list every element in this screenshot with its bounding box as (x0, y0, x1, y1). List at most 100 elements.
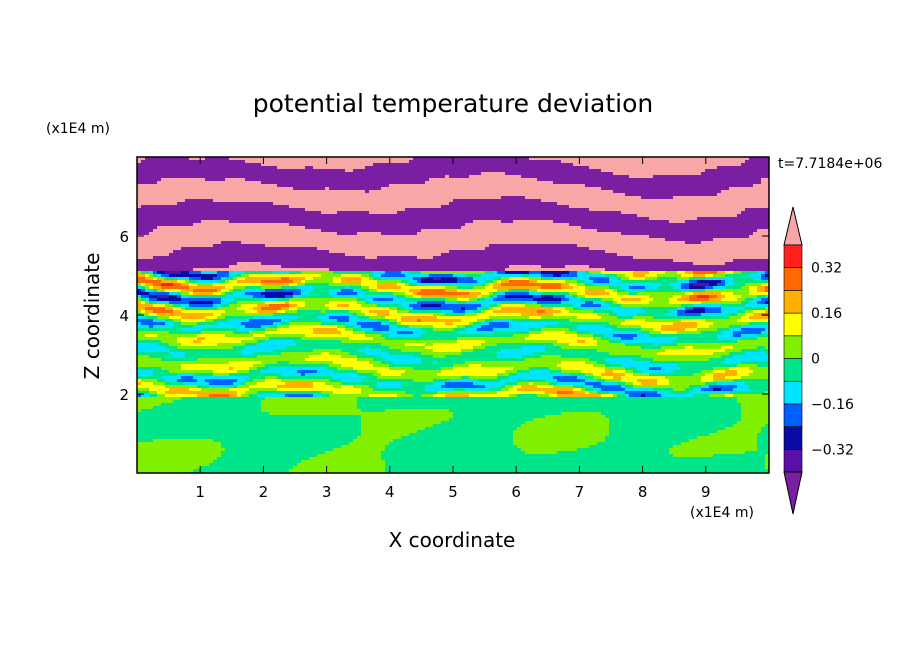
heatmap-cell (405, 205, 410, 209)
heatmap-cell (485, 211, 490, 215)
heatmap-cell (701, 214, 706, 218)
heatmap-cell (521, 241, 526, 245)
heatmap-cell (185, 217, 190, 221)
heatmap-cell (161, 241, 166, 245)
heatmap-cell (405, 250, 410, 254)
heatmap-cell (381, 157, 386, 161)
heatmap-cell (689, 217, 694, 221)
heatmap-cell (225, 166, 230, 170)
heatmap-cell (357, 178, 362, 182)
heatmap-cell (465, 178, 470, 182)
heatmap-cell (209, 211, 214, 215)
heatmap-cell (717, 229, 722, 233)
heatmap-cell (409, 172, 414, 176)
heatmap-cell (317, 184, 322, 188)
heatmap-cell (729, 208, 734, 212)
heatmap-cell (669, 184, 674, 188)
heatmap-cell (265, 187, 270, 191)
heatmap-cell (661, 241, 666, 245)
heatmap-cell (741, 232, 746, 236)
heatmap-cell (577, 193, 582, 197)
heatmap-cell (265, 205, 270, 209)
heatmap-cell (293, 163, 298, 167)
heatmap-cell (513, 202, 518, 206)
heatmap-cell (325, 166, 330, 170)
heatmap-cell (713, 220, 718, 224)
heatmap-cell (449, 181, 454, 185)
heatmap-cell (625, 199, 630, 203)
heatmap-cell (429, 193, 434, 197)
heatmap-cell (533, 229, 538, 233)
heatmap-cell (629, 223, 634, 227)
heatmap-cell (469, 199, 474, 203)
heatmap-cell (185, 196, 190, 200)
heatmap-cell (493, 172, 498, 176)
heatmap-cell (457, 196, 462, 200)
heatmap-cell (757, 205, 762, 209)
heatmap-cell (465, 247, 470, 251)
heatmap-cell (297, 181, 302, 185)
heatmap-cell (765, 196, 769, 200)
heatmap-cell (401, 181, 406, 185)
heatmap-cell (205, 184, 210, 188)
heatmap-cell (477, 244, 482, 248)
heatmap-cell (177, 202, 182, 206)
heatmap-cell (749, 214, 754, 218)
heatmap-cell (401, 232, 406, 236)
heatmap-cell (545, 241, 550, 245)
heatmap-cell (537, 223, 542, 227)
heatmap-cell (257, 157, 262, 161)
heatmap-cell (233, 229, 238, 233)
heatmap-cell (193, 175, 198, 179)
heatmap-cell (437, 157, 442, 161)
heatmap-cell (137, 193, 142, 197)
heatmap-cell (497, 238, 502, 242)
heatmap-cell (449, 184, 454, 188)
heatmap-cell (389, 184, 394, 188)
heatmap-cell (433, 172, 438, 176)
heatmap-cell (165, 226, 170, 230)
heatmap-cell (197, 226, 202, 230)
heatmap-cell (673, 235, 678, 239)
heatmap-cell (141, 232, 146, 236)
heatmap-cell (525, 205, 530, 209)
heatmap-cell (669, 160, 674, 164)
heatmap-cell (169, 160, 174, 164)
heatmap-cell (205, 223, 210, 227)
heatmap-cell (253, 250, 258, 254)
heatmap-cell (369, 205, 374, 209)
heatmap-cell (145, 178, 150, 182)
heatmap-cell (669, 172, 674, 176)
heatmap-cell (273, 247, 278, 251)
heatmap-cell (569, 247, 574, 251)
heatmap-cell (545, 166, 550, 170)
heatmap-cell (745, 214, 750, 218)
heatmap-cell (725, 199, 730, 203)
heatmap-cell (349, 184, 354, 188)
heatmap-cell (409, 235, 414, 239)
heatmap-cell (413, 193, 418, 197)
heatmap-cell (733, 238, 738, 242)
heatmap-cell (373, 238, 378, 242)
heatmap-cell (233, 169, 238, 173)
heatmap-cell (321, 184, 326, 188)
heatmap-cell (445, 196, 450, 200)
heatmap-cell (393, 217, 398, 221)
heatmap-cell (161, 163, 166, 167)
heatmap-cell (325, 202, 330, 206)
heatmap-cell (757, 178, 762, 182)
heatmap-cell (613, 187, 618, 191)
heatmap-cell (549, 181, 554, 185)
heatmap-cell (757, 211, 762, 215)
heatmap-cell (505, 199, 510, 203)
heatmap-cell (753, 175, 758, 179)
heatmap-cell (325, 190, 330, 194)
heatmap-cell (273, 178, 278, 182)
heatmap-cell (385, 169, 390, 173)
heatmap-cell (713, 172, 718, 176)
heatmap-cell (357, 187, 362, 191)
heatmap-cell (493, 241, 498, 245)
heatmap-cell (473, 238, 478, 242)
heatmap-cell (737, 181, 742, 185)
heatmap-cell (381, 235, 386, 239)
